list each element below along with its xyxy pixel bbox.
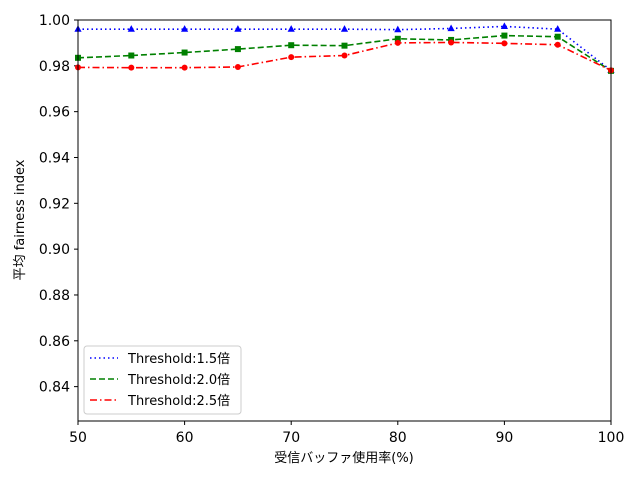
data-point bbox=[394, 39, 401, 46]
y-tick-label: 0.86 bbox=[39, 334, 70, 350]
series-3 bbox=[75, 39, 614, 74]
y-tick-label: 0.84 bbox=[39, 380, 70, 396]
series-layer bbox=[74, 22, 615, 74]
data-point bbox=[234, 25, 242, 32]
data-point bbox=[554, 25, 562, 32]
legend-item: Threshold:2.0倍 bbox=[90, 373, 230, 388]
data-point bbox=[501, 40, 508, 47]
legend-label: Threshold:2.0倍 bbox=[127, 373, 230, 388]
data-point bbox=[234, 46, 241, 53]
y-tick-label: 1.00 bbox=[39, 13, 70, 29]
y-tick-label: 0.96 bbox=[39, 105, 70, 121]
y-tick-label: 0.90 bbox=[39, 242, 70, 258]
data-point bbox=[287, 25, 295, 32]
x-tick-label: 50 bbox=[69, 430, 87, 446]
data-point bbox=[181, 25, 189, 32]
data-point bbox=[288, 42, 295, 49]
y-axis-label: 平均 fairness index bbox=[13, 159, 28, 280]
y-tick-label: 0.88 bbox=[39, 288, 70, 304]
data-point bbox=[448, 39, 455, 46]
data-point bbox=[181, 49, 188, 56]
data-point bbox=[181, 64, 188, 71]
data-point bbox=[394, 25, 402, 33]
x-tick-label: 100 bbox=[598, 430, 625, 446]
series-1 bbox=[74, 22, 615, 74]
x-axis-label: 受信バッファ使用率(%) bbox=[274, 450, 414, 466]
data-point bbox=[554, 41, 561, 48]
legend-item: Threshold:1.5倍 bbox=[90, 352, 230, 367]
data-point bbox=[554, 33, 561, 40]
data-point bbox=[341, 52, 348, 59]
y-tick-label: 0.92 bbox=[39, 196, 70, 212]
x-tick-label: 70 bbox=[282, 430, 300, 446]
y-tick-label: 0.98 bbox=[39, 59, 70, 75]
data-point bbox=[128, 52, 135, 59]
x-tick-label: 80 bbox=[389, 430, 407, 446]
legend-item: Threshold:2.5倍 bbox=[90, 394, 230, 409]
data-point bbox=[447, 24, 455, 32]
data-point bbox=[234, 63, 241, 70]
legend-label: Threshold:2.5倍 bbox=[127, 394, 230, 409]
data-point bbox=[501, 32, 508, 39]
legend: Threshold:1.5倍 Threshold:2.0倍 Threshold:2.… bbox=[83, 345, 242, 415]
data-point bbox=[500, 22, 508, 30]
data-point bbox=[127, 25, 135, 32]
legend-box bbox=[83, 345, 242, 415]
legend-label: Threshold:1.5倍 bbox=[127, 352, 230, 367]
data-point bbox=[340, 25, 349, 32]
data-point bbox=[394, 35, 401, 42]
x-tick-label: 90 bbox=[495, 430, 513, 446]
data-point bbox=[128, 64, 135, 71]
axis-ticks: 50 60 70 80 90 100 0.84 0.86 0.88 0.90 0.92 0.94 0.9… bbox=[39, 13, 625, 446]
y-tick-label: 0.94 bbox=[39, 150, 70, 166]
x-tick-label: 60 bbox=[176, 430, 194, 446]
data-point bbox=[288, 54, 295, 61]
plot-frame bbox=[77, 19, 612, 422]
data-point bbox=[341, 42, 348, 49]
